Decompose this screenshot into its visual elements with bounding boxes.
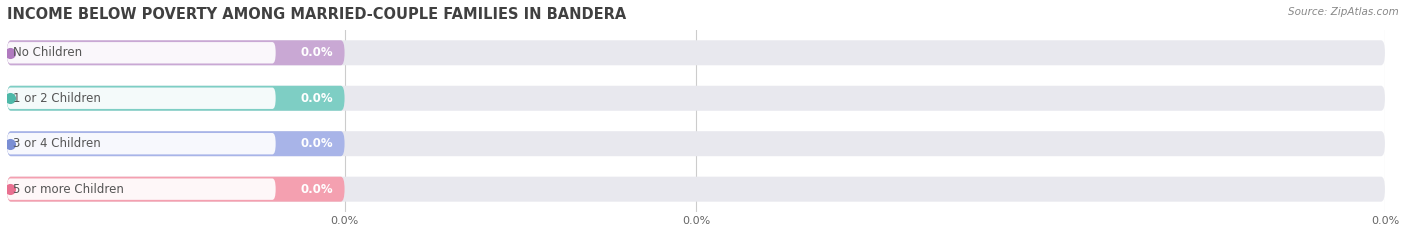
FancyBboxPatch shape bbox=[7, 88, 276, 109]
FancyBboxPatch shape bbox=[7, 177, 1385, 202]
FancyBboxPatch shape bbox=[7, 177, 344, 202]
FancyBboxPatch shape bbox=[7, 86, 1385, 111]
Text: 0.0%: 0.0% bbox=[301, 183, 333, 196]
FancyBboxPatch shape bbox=[7, 42, 276, 63]
Text: 3 or 4 Children: 3 or 4 Children bbox=[13, 137, 100, 150]
FancyBboxPatch shape bbox=[7, 40, 1385, 65]
FancyBboxPatch shape bbox=[7, 86, 344, 111]
FancyBboxPatch shape bbox=[7, 133, 276, 154]
Text: 1 or 2 Children: 1 or 2 Children bbox=[13, 92, 100, 105]
Text: 0.0%: 0.0% bbox=[301, 92, 333, 105]
FancyBboxPatch shape bbox=[7, 131, 1385, 156]
Text: 5 or more Children: 5 or more Children bbox=[13, 183, 124, 196]
FancyBboxPatch shape bbox=[7, 40, 344, 65]
Text: INCOME BELOW POVERTY AMONG MARRIED-COUPLE FAMILIES IN BANDERA: INCOME BELOW POVERTY AMONG MARRIED-COUPL… bbox=[7, 7, 626, 22]
FancyBboxPatch shape bbox=[7, 178, 276, 200]
Text: No Children: No Children bbox=[13, 46, 82, 59]
FancyBboxPatch shape bbox=[7, 131, 344, 156]
Text: 0.0%: 0.0% bbox=[301, 46, 333, 59]
Text: Source: ZipAtlas.com: Source: ZipAtlas.com bbox=[1288, 7, 1399, 17]
Text: 0.0%: 0.0% bbox=[301, 137, 333, 150]
